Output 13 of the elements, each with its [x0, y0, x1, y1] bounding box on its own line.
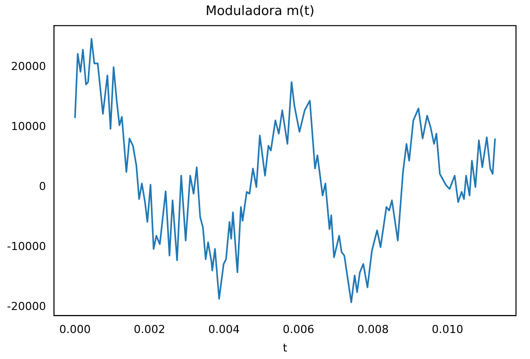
y-tick-label: -20000 [6, 300, 46, 314]
x-axis-title: t [282, 341, 288, 354]
y-tick-label: 10000 [10, 120, 46, 133]
x-tick-label: 0.004 [208, 323, 240, 336]
x-tick-label: 0.000 [59, 323, 91, 336]
x-tick-label: 0.002 [134, 323, 166, 336]
x-tick-label: 0.010 [432, 323, 464, 336]
x-tick-label: 0.008 [357, 323, 389, 336]
y-tick-label: 0 [38, 180, 46, 193]
chart-title: Moduladora m(t) [206, 4, 314, 20]
y-tick-label: -10000 [6, 240, 46, 254]
y-tick-label: 20000 [10, 60, 46, 73]
x-tick-label: 0.006 [282, 323, 314, 336]
